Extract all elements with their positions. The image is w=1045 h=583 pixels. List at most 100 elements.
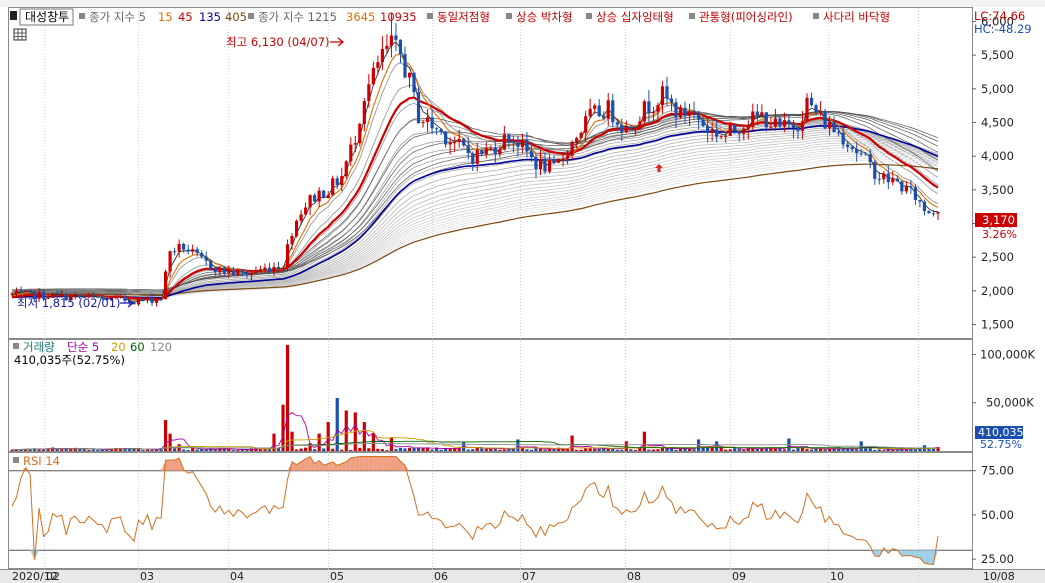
candle-body-159	[728, 124, 732, 136]
volume-bar-169	[773, 447, 777, 451]
price-tick-label-9: 1,500	[981, 318, 1014, 332]
rsi-overbought-segment-79	[368, 456, 374, 471]
candle-body-125	[575, 138, 579, 142]
x-label-2: 03	[140, 570, 154, 583]
candle-body-42	[200, 252, 204, 257]
candle-body-190	[868, 154, 872, 163]
hc-label: HC:-48.29	[974, 22, 1032, 36]
candle-body-196	[895, 178, 899, 182]
current-price: 3,170	[982, 213, 1015, 227]
volume-bar-19	[96, 449, 100, 451]
price-axis-ticks: 6,0005,5005,0004,5004,0003,5003,0002,500…	[972, 14, 1014, 332]
candle-body-155	[710, 129, 714, 134]
volume-bar-133	[611, 447, 615, 451]
volume-bar-193	[882, 450, 886, 451]
candle-body-200	[913, 187, 918, 200]
low-arrow-icon	[120, 298, 135, 308]
candle-body-14	[73, 294, 77, 296]
candle-body-199	[909, 186, 913, 188]
candle-body-90	[416, 92, 421, 124]
volume-bar-92	[425, 447, 430, 451]
rsi-overbought-segment-68	[319, 460, 324, 471]
volume-bar-163	[746, 447, 750, 451]
grid-icon[interactable]	[13, 28, 27, 41]
volume-bar-138	[633, 450, 637, 451]
volume-bar-7	[42, 449, 46, 451]
candle-body-188	[859, 153, 863, 155]
candle-body-111	[511, 141, 515, 143]
candle-body-144	[660, 86, 665, 106]
candle-body-98	[453, 142, 457, 144]
rsi-tick-label-1: 50.00	[981, 508, 1014, 522]
volume-bar-143	[656, 449, 660, 451]
price-panel-frame	[8, 7, 973, 339]
volume-bar-171	[782, 449, 787, 451]
candle-body-5	[32, 291, 37, 299]
candle-body-18	[91, 295, 95, 297]
rsi-overbought-segment-64	[301, 458, 306, 471]
volume-bar-162	[742, 450, 746, 451]
volume-bar-179	[818, 448, 823, 451]
candle-body-8	[46, 297, 50, 299]
volume-bar-176	[805, 449, 809, 451]
candle-body-114	[525, 139, 529, 152]
candle-body-48	[227, 270, 231, 274]
volume-bar-190	[868, 448, 872, 451]
candle-body-39	[186, 249, 190, 252]
candlesticks	[10, 12, 940, 307]
volume-bar-102	[471, 449, 475, 451]
candle-body-172	[787, 120, 791, 124]
price-tick-label-5: 3,500	[981, 183, 1014, 197]
collapse-marker[interactable]	[10, 11, 17, 20]
candle-body-143	[656, 105, 660, 112]
x-label-0: 2020/12	[12, 570, 58, 583]
stock-name-box[interactable]	[19, 8, 74, 26]
volume-bar-165	[755, 448, 759, 451]
rsi-oversold-segment-204	[933, 550, 938, 565]
volume-bar-13	[69, 449, 73, 451]
volume-bar-43	[204, 449, 208, 451]
rsi-oversold-segment-4	[30, 550, 35, 560]
volume-bar-131	[602, 447, 606, 451]
x-label-3: 04	[230, 570, 244, 583]
candle-body-7	[42, 291, 46, 299]
candle-body-49	[231, 270, 235, 275]
volume-bar-98	[453, 448, 457, 451]
candle-body-109	[502, 134, 506, 150]
candle-body-184	[841, 132, 845, 145]
volume-bar-58	[272, 433, 276, 451]
volume-bar-25	[123, 449, 127, 451]
volume-bar-174	[796, 448, 800, 451]
volume-bar-123	[566, 449, 570, 451]
volume-bar-20	[100, 449, 104, 451]
pattern-marker-icon	[655, 164, 663, 172]
rsi-overbought-segment-84	[391, 456, 396, 471]
toolbar-background	[0, 0, 1045, 7]
ma-period-15: 15	[158, 10, 173, 24]
candle-body-35	[168, 251, 172, 272]
candle-body-195	[891, 178, 895, 183]
rsi-overbought-segment-71	[332, 461, 338, 471]
candle-body-15	[78, 294, 82, 297]
volume-bar-14	[73, 447, 77, 451]
ma-period-45: 45	[178, 10, 193, 24]
volume-bar-110	[507, 448, 511, 451]
volume-bar-59	[276, 447, 281, 451]
candle-body-175	[800, 121, 805, 131]
pattern-1: 동일저점형	[437, 10, 490, 24]
volume-bar-68	[317, 433, 321, 451]
candle-body-65	[304, 207, 308, 215]
xaxis-strip	[0, 569, 1045, 583]
candle-body-91	[421, 122, 425, 124]
current-volume-label: 410,035주(52.75%)	[14, 353, 125, 367]
volume-bar-116	[534, 447, 538, 451]
volume-bar-17	[87, 450, 91, 451]
volume-bar-60	[281, 404, 285, 451]
candle-body-116	[534, 157, 538, 170]
volume-bar-186	[850, 448, 854, 451]
rsi-overbought-segment-75	[350, 457, 356, 471]
volume-bar-45	[213, 449, 217, 451]
candle-body-21	[105, 297, 109, 301]
volume-bar-144	[660, 447, 665, 451]
